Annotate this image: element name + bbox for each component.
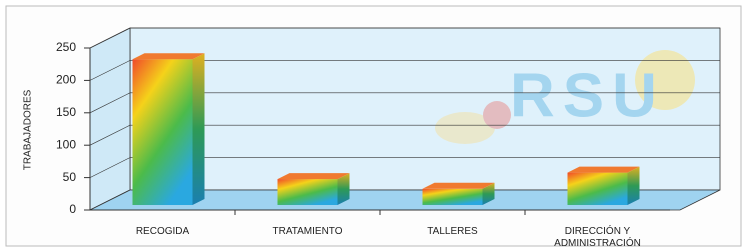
bar	[423, 183, 495, 205]
chart-page: RSU TRABAJADORES 0 50 100 150 200 250 RECOGID…	[0, 0, 747, 250]
bar-top	[568, 167, 640, 173]
x-tick-label: RECOGIDA	[98, 226, 228, 238]
y-tick-label: 250	[56, 40, 76, 54]
y-tick-label: 50	[63, 170, 77, 184]
bar-front	[423, 189, 483, 205]
y-tick-label: 0	[69, 202, 76, 216]
x-tick-label: TRATAMIENTO	[243, 226, 373, 238]
side-wall	[90, 28, 130, 210]
watermark: RSU	[510, 61, 665, 130]
bar-front	[278, 179, 338, 205]
x-tick-label: TALLERES	[388, 226, 518, 238]
bar-side	[193, 53, 205, 205]
y-tick-label: 100	[56, 137, 76, 151]
bar	[133, 53, 205, 205]
bar	[278, 173, 350, 205]
bar-front	[568, 173, 628, 205]
x-tick-label: DIRECCIÓN Y ADMINISTRACIÓN	[533, 226, 663, 250]
chart: RSU TRABAJADORES 0 50 100 150 200 250	[0, 0, 747, 250]
bar	[568, 167, 640, 205]
bar-top	[133, 53, 205, 59]
y-tick-label: 150	[56, 105, 76, 119]
bar-front	[133, 59, 193, 205]
logo-head	[483, 101, 511, 129]
y-axis-title: TRABAJADORES	[23, 89, 34, 170]
bar-top	[423, 183, 495, 189]
bar-side	[628, 167, 640, 205]
bar-top	[278, 173, 350, 179]
y-tick-label: 200	[56, 73, 76, 87]
